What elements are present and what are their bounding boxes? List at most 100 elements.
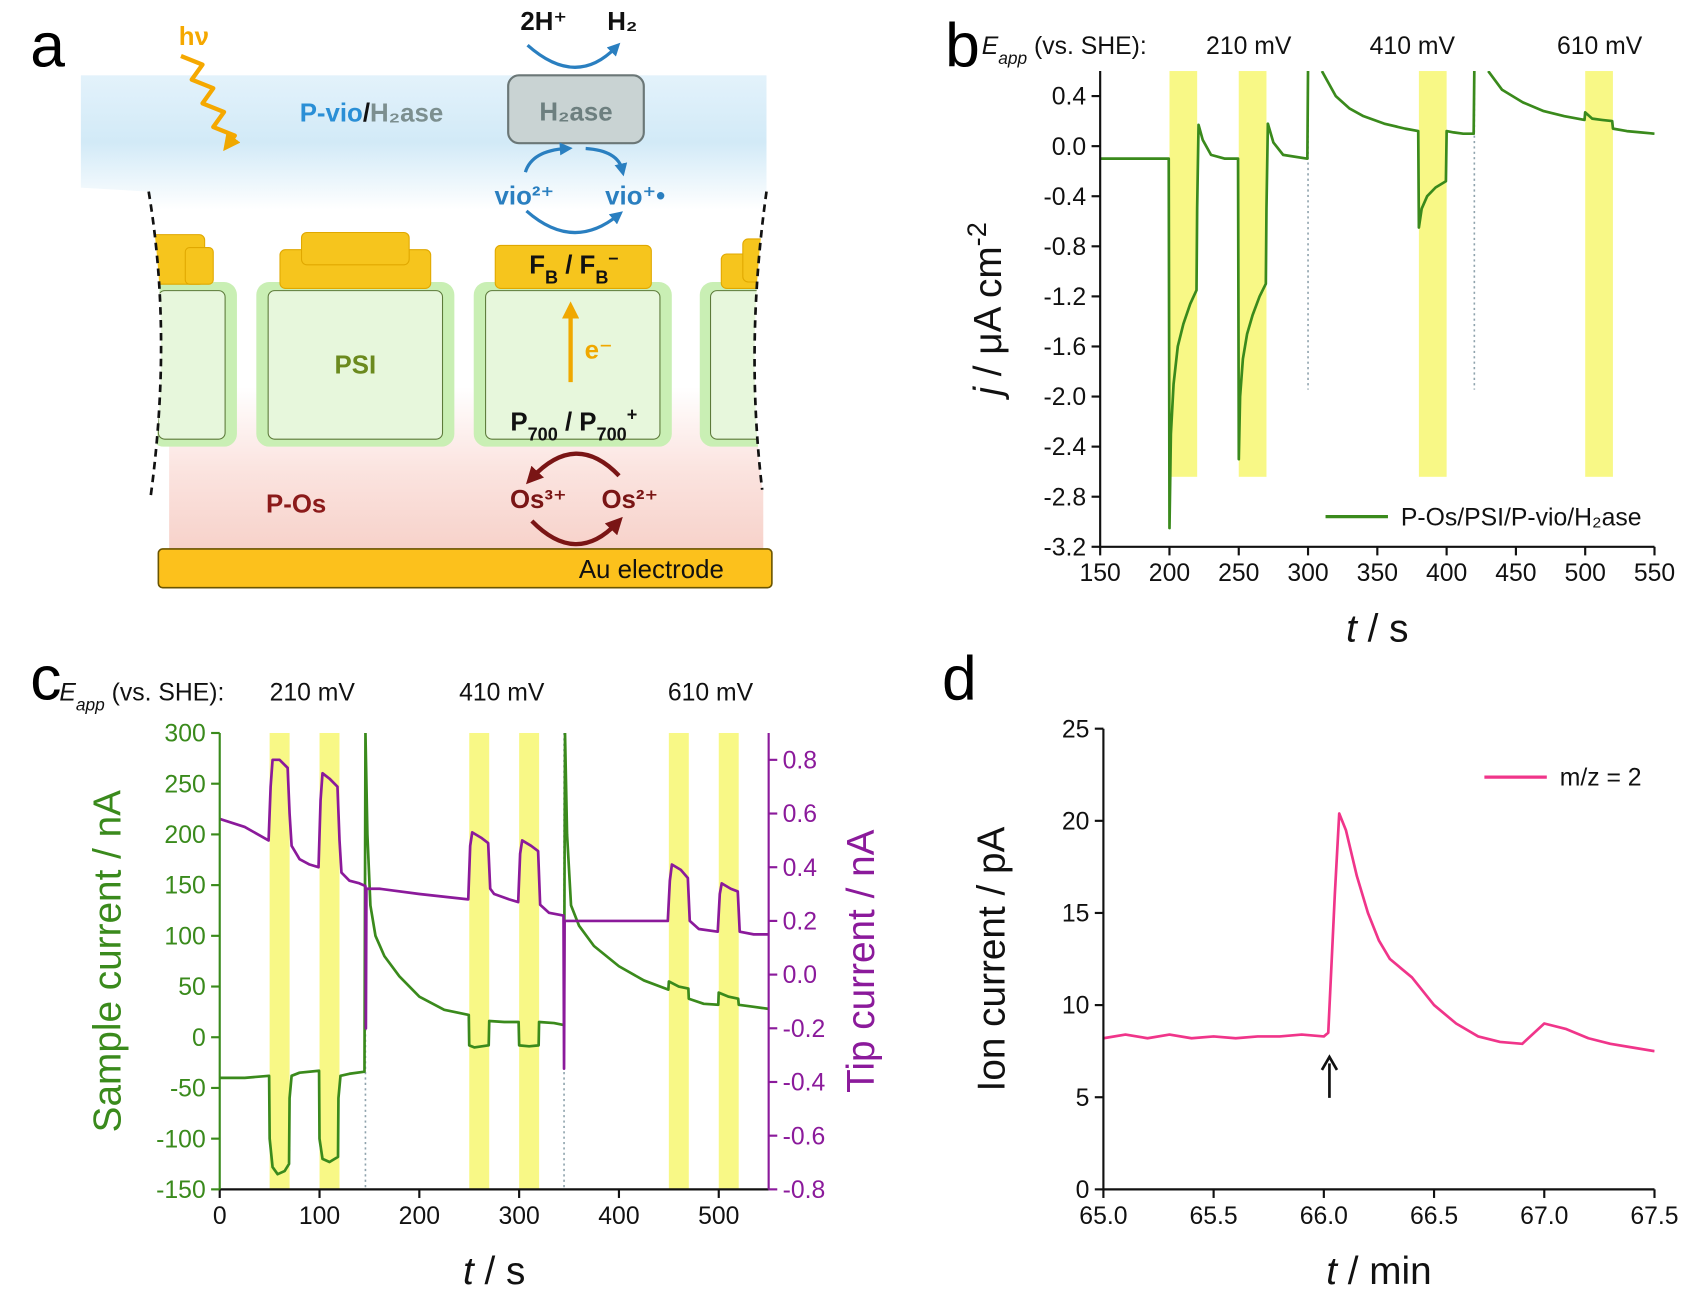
x-axis-label-part: t [1346, 608, 1359, 651]
panel-letter: c [30, 644, 61, 714]
y-tick-label: 0 [1076, 1177, 1090, 1204]
y-tick-label: 5 [1076, 1085, 1090, 1112]
fb-block [494, 244, 652, 289]
fb-block [300, 231, 410, 266]
y2-tick-label: -0.2 [783, 1016, 826, 1043]
fb-part: / F [558, 251, 595, 279]
y-tick-label: -100 [156, 1126, 206, 1153]
x-tick-label: 550 [1634, 560, 1675, 587]
annotation-part: (vs. SHE): [105, 680, 225, 707]
y-axis-label-part: -2 [961, 222, 992, 246]
y2-tick-label: 0.2 [783, 909, 817, 936]
annotation-part: E [59, 680, 76, 707]
illumination-band [1169, 71, 1198, 477]
y2-axis-label: Tip current / nA [840, 829, 883, 1093]
y2-axis-label-part: Tip current / nA [840, 829, 883, 1093]
illumination-band [1585, 71, 1613, 477]
y-tick-label: 0.0 [1052, 134, 1086, 161]
y-axis-label: Sample current / nA [87, 790, 130, 1132]
hydrogen-label: H₂ [607, 8, 637, 36]
proton-label: 2H⁺ [520, 8, 567, 36]
y-tick-label: 20 [1062, 808, 1090, 835]
y2-tick-label: -0.6 [783, 1123, 826, 1150]
potential-label: 210 mV [1206, 33, 1292, 60]
y-axis-label: j / μA cm-2 [961, 222, 1010, 400]
fb-part: – [608, 247, 618, 267]
vio-label: vio²⁺ [495, 183, 555, 211]
y-tick-label: -0.4 [1044, 184, 1087, 211]
chart: 65.0 65.5 66.0 66.5 67.0 67.5 0 5 10 15 20 25 t / mi… [970, 716, 1678, 1293]
y-axis-label-part: / μA cm [967, 246, 1010, 387]
p700-part: + [627, 405, 638, 425]
y-tick-label: 0.4 [1052, 84, 1087, 111]
illumination-band [1238, 71, 1267, 477]
x-tick-label: 350 [1357, 560, 1398, 587]
psi-unit [267, 290, 444, 440]
p700-part: P [510, 409, 527, 437]
cut-line [147, 191, 163, 496]
y-tick-label: 25 [1062, 716, 1090, 743]
y-tick-label: 100 [164, 923, 205, 950]
annotation-part: app [76, 695, 105, 715]
arrow [526, 42, 621, 69]
os-label: Os²⁺ [601, 486, 658, 514]
y-tick-label: -0.8 [1044, 234, 1087, 261]
data-line [219, 732, 769, 1176]
y-tick-label: -150 [156, 1177, 206, 1204]
annotation-part: app [998, 48, 1027, 68]
y2-tick-label: 0.6 [783, 801, 817, 828]
x-axis-label-part: / min [1337, 1250, 1432, 1293]
legend-label: m/z = 2 [1560, 765, 1642, 792]
data-line [1100, 71, 1655, 530]
arrow [525, 451, 621, 485]
y2-tick-label: 0.4 [783, 855, 818, 882]
fb-label: FB / FB– [529, 247, 618, 287]
arrow [530, 516, 623, 547]
y-tick-label: 150 [164, 873, 205, 900]
illumination-band [269, 732, 290, 1190]
enzyme-box [507, 74, 645, 145]
y-tick-label: 15 [1062, 901, 1090, 928]
fb-part: B [545, 267, 558, 287]
fb-part: F [529, 251, 545, 279]
arrow [525, 209, 623, 235]
p700-part: 700 [597, 425, 627, 445]
cut-mask [0, 182, 162, 506]
y2-tick-label: -0.4 [783, 1070, 826, 1097]
electrode-label: Au electrode [579, 556, 724, 584]
os-label: Os³⁺ [510, 486, 567, 514]
electrode [157, 548, 773, 589]
illumination-band [319, 732, 340, 1190]
x-tick-label: 450 [1495, 560, 1536, 587]
x-axis-label-part: t [1326, 1250, 1339, 1293]
annotation: Eapp (vs. SHE): [59, 680, 224, 715]
psi-label: PSI [335, 351, 377, 379]
x-tick-label: 500 [698, 1203, 739, 1230]
illumination-band [718, 732, 739, 1190]
x-tick-label: 300 [498, 1203, 539, 1230]
p700-part: 700 [528, 425, 558, 445]
legend-label: P-Os/PSI/P-vio/H₂ase [1401, 504, 1642, 531]
annotation: Eapp (vs. SHE): [982, 33, 1147, 68]
panel-letter: b [945, 11, 980, 81]
layer-part: P-vio [300, 100, 363, 128]
x-tick-label: 65.5 [1190, 1203, 1238, 1230]
vio-label: vio⁺• [605, 183, 665, 211]
y-tick-label: 50 [178, 974, 206, 1001]
potential-label: 210 mV [270, 680, 356, 707]
x-axis-label: t / s [463, 1250, 525, 1293]
x-tick-label: 66.5 [1410, 1203, 1458, 1230]
chart: 0 100 200 300 400 500 -150 -100 -50 0 50 100 150 200 2… [59, 680, 883, 1293]
arrow [585, 146, 628, 177]
arrow [523, 142, 573, 173]
light-arrow [180, 53, 241, 152]
y2-tick-label: 0.8 [783, 747, 817, 774]
illumination-band [519, 732, 540, 1190]
y2-tick-label: -0.8 [783, 1177, 826, 1204]
x-tick-label: 0 [213, 1203, 227, 1230]
x-tick-label: 250 [1218, 560, 1259, 587]
y-tick-label: -3.2 [1044, 534, 1087, 561]
solution-layer [80, 75, 767, 210]
